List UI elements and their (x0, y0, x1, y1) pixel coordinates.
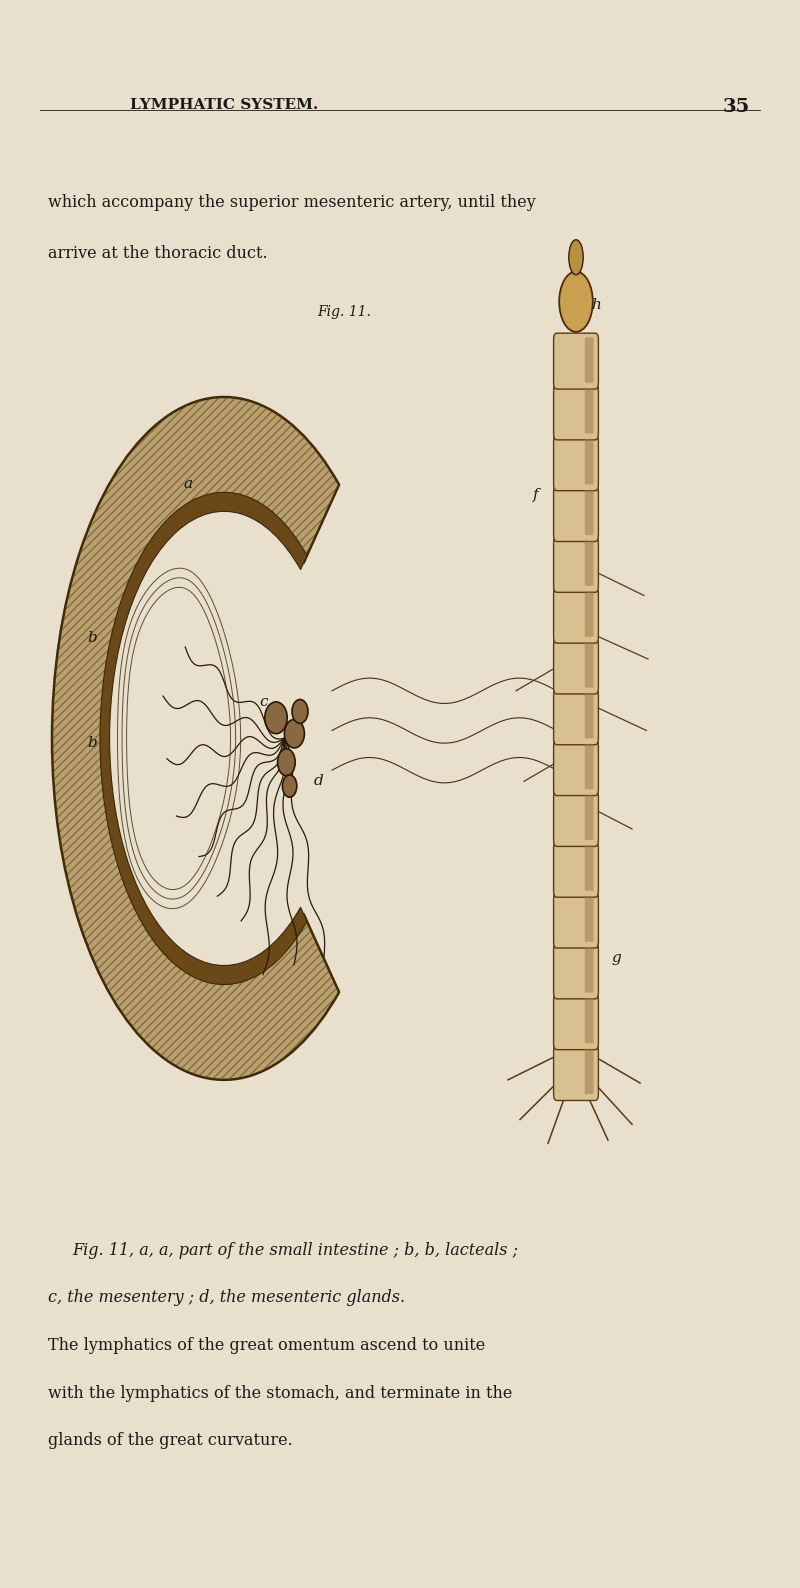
Text: c, the mesentery ; d, the mesenteric glands.: c, the mesentery ; d, the mesenteric gla… (48, 1289, 405, 1307)
Ellipse shape (278, 750, 295, 777)
Text: Fig. 11, a, a, part of the small intestine ; b, b, lacteals ;: Fig. 11, a, a, part of the small intesti… (72, 1242, 518, 1259)
Ellipse shape (292, 699, 308, 724)
FancyBboxPatch shape (554, 486, 598, 542)
Text: Fig. 11.: Fig. 11. (317, 305, 371, 319)
FancyBboxPatch shape (554, 638, 598, 694)
Ellipse shape (569, 240, 583, 275)
Ellipse shape (285, 719, 304, 748)
FancyBboxPatch shape (554, 537, 598, 592)
FancyBboxPatch shape (554, 842, 598, 897)
FancyBboxPatch shape (554, 435, 598, 491)
FancyBboxPatch shape (585, 642, 594, 688)
FancyBboxPatch shape (554, 943, 598, 999)
FancyBboxPatch shape (585, 1048, 594, 1094)
FancyBboxPatch shape (585, 591, 594, 637)
Ellipse shape (559, 272, 593, 332)
Text: which accompany the superior mesenteric artery, until they: which accompany the superior mesenteric … (48, 194, 536, 211)
FancyBboxPatch shape (585, 692, 594, 738)
Text: b: b (87, 632, 97, 645)
FancyBboxPatch shape (585, 489, 594, 535)
Text: with the lymphatics of the stomach, and terminate in the: with the lymphatics of the stomach, and … (48, 1385, 512, 1402)
Text: 35: 35 (722, 98, 750, 116)
FancyBboxPatch shape (554, 892, 598, 948)
Text: The lymphatics of the great omentum ascend to unite: The lymphatics of the great omentum asce… (48, 1337, 486, 1355)
FancyBboxPatch shape (585, 794, 594, 840)
Text: arrive at the thoracic duct.: arrive at the thoracic duct. (48, 245, 268, 262)
FancyBboxPatch shape (585, 997, 594, 1043)
FancyBboxPatch shape (554, 994, 598, 1050)
FancyBboxPatch shape (554, 740, 598, 796)
FancyBboxPatch shape (585, 896, 594, 942)
Text: g: g (611, 951, 621, 964)
FancyBboxPatch shape (554, 333, 598, 389)
FancyBboxPatch shape (585, 540, 594, 586)
Wedge shape (52, 397, 339, 1080)
FancyBboxPatch shape (585, 946, 594, 992)
FancyBboxPatch shape (585, 387, 594, 434)
Text: f: f (533, 489, 539, 502)
FancyBboxPatch shape (585, 438, 594, 484)
Text: d: d (314, 775, 323, 788)
FancyBboxPatch shape (554, 384, 598, 440)
Wedge shape (100, 492, 307, 985)
FancyBboxPatch shape (585, 845, 594, 891)
Text: b: b (87, 737, 97, 750)
FancyBboxPatch shape (554, 791, 598, 846)
Text: h: h (591, 299, 601, 311)
FancyBboxPatch shape (554, 1045, 598, 1100)
Text: LYMPHATIC SYSTEM.: LYMPHATIC SYSTEM. (130, 98, 318, 113)
Text: a: a (183, 478, 193, 491)
FancyBboxPatch shape (585, 743, 594, 789)
FancyBboxPatch shape (585, 337, 594, 383)
FancyBboxPatch shape (554, 588, 598, 643)
Text: glands of the great curvature.: glands of the great curvature. (48, 1432, 293, 1450)
Ellipse shape (282, 775, 297, 797)
FancyBboxPatch shape (554, 689, 598, 745)
Text: c: c (260, 696, 268, 708)
Ellipse shape (265, 702, 287, 734)
